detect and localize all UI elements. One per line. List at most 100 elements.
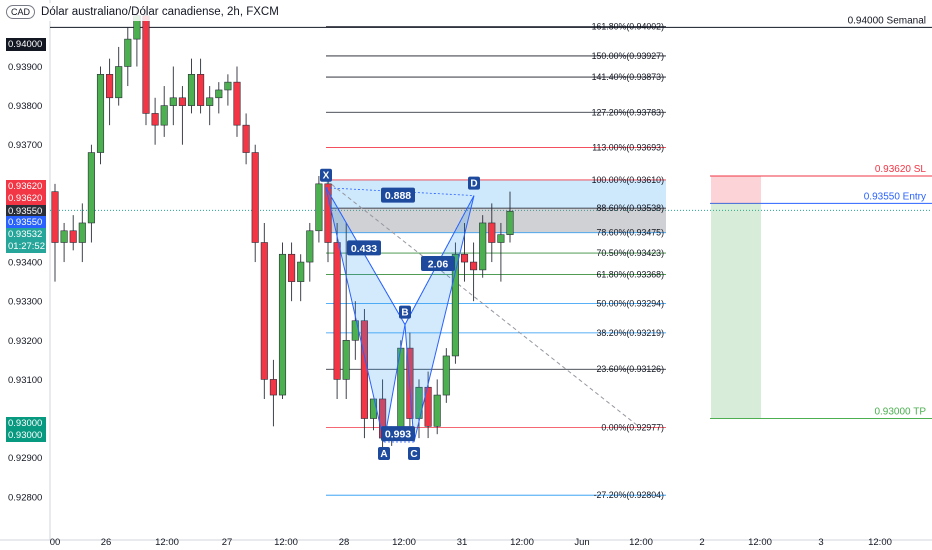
fib-level-label: 141.40%(0.93873) <box>592 72 664 82</box>
candle-body <box>187 74 196 106</box>
candle <box>442 348 450 403</box>
candle-body <box>479 222 487 271</box>
fib-level-label: 70.50%(0.93423) <box>597 248 665 258</box>
time-tick-label: 12:00 <box>392 537 416 548</box>
candle-body <box>197 74 205 106</box>
time-tick-label: 27 <box>222 537 233 548</box>
fib-level-label: 100.00%(0.93610) <box>592 175 664 185</box>
candle <box>78 203 86 263</box>
time-tick-label: 12:00 <box>629 537 653 548</box>
time-tick-label: 12:00 <box>155 537 179 548</box>
candle-body <box>324 183 332 243</box>
candle <box>215 82 223 114</box>
price-axis-bg <box>0 0 50 550</box>
candle <box>278 242 287 399</box>
time-tick-label: 12:00 <box>868 537 892 548</box>
price-tag: 0.94000 <box>6 38 46 51</box>
pattern-point-badge <box>399 305 411 319</box>
candle <box>297 254 305 302</box>
pattern-point-badge <box>408 446 420 460</box>
candle-body <box>342 339 350 380</box>
candle <box>488 203 496 263</box>
stop-loss-zone <box>711 176 761 204</box>
candle-body <box>178 97 186 106</box>
fib-level-label: 127.20%(0.93783) <box>592 107 664 117</box>
candle-body <box>424 386 432 427</box>
pattern-point-label: X <box>323 171 330 182</box>
level-label: 0.94000 Semanal <box>848 15 926 26</box>
candle-body <box>151 113 159 126</box>
price-tick-label: 0.93100 <box>8 375 42 386</box>
pattern-ratio-badge <box>381 187 415 203</box>
price-tag: 0.93550 <box>6 205 46 218</box>
candle-body <box>269 379 277 396</box>
candle <box>251 144 259 263</box>
candle <box>342 222 350 399</box>
candle <box>160 86 168 137</box>
candle-body <box>124 38 132 67</box>
candle-body <box>215 89 223 99</box>
fib-level-label: 150.00%(0.93927) <box>592 51 664 61</box>
time-tick-label: 12:00 <box>748 537 772 548</box>
currency-badge[interactable]: CAD <box>6 5 36 19</box>
candle-body <box>233 81 241 126</box>
fib-level-label: 50.00%(0.93294) <box>597 299 665 309</box>
candle <box>324 176 332 263</box>
candle-body <box>451 253 459 357</box>
candle <box>124 27 132 87</box>
candle <box>260 222 268 399</box>
level-label: 0.93550 Entry <box>864 191 926 202</box>
fib-level-label: 88.60%(0.93538) <box>597 203 665 213</box>
fib-level-label: 23.60%(0.93126) <box>597 364 665 374</box>
fib-level-label: 161.80%(0.94002) <box>592 22 664 32</box>
candle-body <box>106 74 114 99</box>
candle-body <box>433 394 441 427</box>
price-tag: 0.93532 <box>6 228 46 241</box>
candle <box>451 242 459 364</box>
pattern-ratio-label: 0.993 <box>385 429 411 441</box>
time-tick-label: 2 <box>699 537 704 548</box>
candle-body <box>488 222 496 243</box>
take-profit-zone <box>711 203 761 419</box>
candle <box>51 183 59 282</box>
pattern-ratio-label: 2.06 <box>428 259 449 271</box>
pattern-ratio-badge <box>381 426 415 442</box>
candle <box>470 242 478 302</box>
candle <box>479 215 487 278</box>
candle <box>433 379 441 435</box>
candle <box>224 74 232 106</box>
time-tick-label: 31 <box>457 537 468 548</box>
candle-body <box>470 261 478 271</box>
price-tick-label: 0.93800 <box>8 101 42 112</box>
price-tick-label: 0.93900 <box>8 62 42 73</box>
candle <box>269 359 277 427</box>
candle-body <box>251 152 259 243</box>
candle <box>506 191 514 243</box>
candle-body <box>506 210 514 235</box>
price-tag: 0.93000 <box>6 429 46 442</box>
candle <box>169 66 177 126</box>
price-tag: 0.93000 <box>6 417 46 430</box>
time-tick-label: 26 <box>101 537 112 548</box>
candle-body <box>224 81 232 91</box>
candle <box>106 58 114 126</box>
candle-body <box>260 242 268 380</box>
candle <box>142 7 150 126</box>
candle <box>233 66 241 137</box>
candle <box>333 222 341 399</box>
candle <box>69 215 77 251</box>
candle-body <box>160 105 168 126</box>
candle-body <box>96 74 105 153</box>
candle-body <box>306 230 314 263</box>
pattern-point-badge <box>378 446 390 460</box>
fib-zone-lower <box>326 208 666 233</box>
candle-body <box>87 152 95 224</box>
pattern-point-badge <box>320 168 332 182</box>
fib-level-label: 0.00%(0.92977) <box>601 423 664 433</box>
pattern-point-label: B <box>401 308 408 319</box>
time-tick-label: 28 <box>339 537 350 548</box>
candle-body <box>115 66 123 99</box>
candle-body <box>206 97 214 106</box>
fib-trendline <box>325 179 641 428</box>
